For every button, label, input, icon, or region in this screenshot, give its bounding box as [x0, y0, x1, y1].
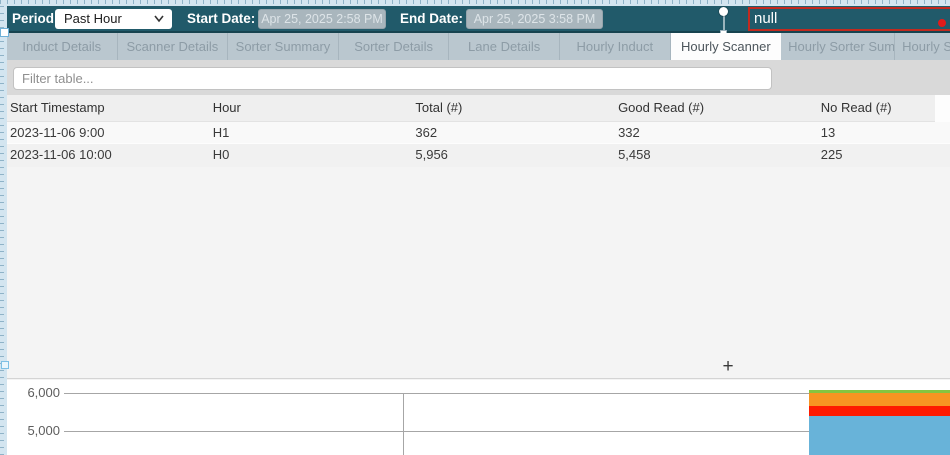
horizontal-gridline — [64, 393, 950, 394]
tab-sorter-details[interactable]: Sorter Details — [339, 33, 450, 60]
null-error-text: null — [754, 10, 778, 27]
cell-total: 362 — [415, 125, 438, 140]
horizontal-gridline — [64, 431, 950, 432]
cell-hour: H0 — [212, 147, 230, 162]
end-date-input[interactable]: Apr 25, 2025 3:58 PM — [466, 9, 603, 29]
cell-good-read: 332 — [618, 125, 640, 140]
edge-selection-handle[interactable] — [0, 28, 9, 37]
add-row-button[interactable]: + — [722, 356, 734, 377]
period-select-value: Past Hour — [64, 11, 122, 26]
cell-start-timestamp: 2023-11-06 9:00 — [10, 125, 105, 140]
edge-selection-handle[interactable] — [1, 361, 9, 369]
tab-hourly-sorter-details[interactable]: Hourly Sort — [902, 39, 950, 54]
cell-hour: H1 — [212, 125, 230, 140]
chevron-down-icon — [154, 15, 164, 23]
cell-good-read: 5,458 — [618, 147, 651, 162]
end-date-label: End Date: — [400, 11, 464, 26]
y-axis-tick-label: 6,000 — [27, 385, 60, 400]
tab-bar: Induct Details Scanner Details Sorter Su… — [7, 33, 950, 60]
tab-lane-details[interactable]: Lane Details — [449, 33, 560, 60]
error-dot-icon — [938, 19, 946, 27]
bar-segment-blue — [809, 416, 950, 455]
null-error-component[interactable]: null — [748, 7, 950, 31]
cell-no-read: 13 — [820, 125, 836, 140]
tab-sorter-summary[interactable]: Sorter Summary — [228, 33, 339, 60]
cell-total: 5,956 — [415, 147, 448, 162]
tab-hourly-induct[interactable]: Hourly Induct — [560, 33, 671, 60]
bar-segment-red — [809, 406, 950, 416]
scrollbar-gutter — [935, 95, 950, 122]
cell-no-read: 225 — [820, 147, 843, 162]
hourly-scanner-chart: 6,000 5,000 — [7, 380, 950, 455]
vertical-gridline — [403, 393, 404, 455]
tab-hourly-sorter-summary[interactable]: Hourly Sorter Summar — [781, 33, 896, 60]
table-header-row: Start Timestamp Hour Total (#) Good Read… — [7, 95, 950, 122]
toolbar: Period: Past Hour Start Date: Apr 25, 20… — [7, 6, 950, 37]
table-row[interactable]: 2023-11-06 10:00 H0 5,956 5,458 225 — [7, 144, 950, 167]
y-axis-tick-label: 5,000 — [27, 423, 60, 438]
selection-line — [723, 10, 725, 34]
left-ruler — [0, 6, 7, 455]
filter-area — [7, 60, 950, 95]
column-header-total[interactable]: Total (#) — [415, 100, 463, 115]
filter-table-input[interactable] — [13, 67, 772, 90]
tab-induct-details[interactable]: Induct Details — [7, 33, 118, 60]
design-canvas: Period: Past Hour Start Date: Apr 25, 20… — [7, 6, 950, 455]
tab-scanner-details[interactable]: Scanner Details — [118, 33, 229, 60]
selection-circle-handle[interactable] — [719, 7, 728, 16]
table-body-empty: + — [7, 167, 950, 379]
column-header-no-read[interactable]: No Read (#) — [820, 100, 892, 115]
cell-start-timestamp: 2023-11-06 10:00 — [10, 147, 112, 162]
column-header-start-timestamp[interactable]: Start Timestamp — [10, 100, 105, 115]
period-select[interactable]: Past Hour — [55, 9, 172, 29]
stacked-bar[interactable] — [809, 390, 950, 455]
column-header-hour[interactable]: Hour — [212, 100, 241, 115]
top-ruler — [0, 0, 950, 6]
bar-segment-green — [809, 390, 950, 393]
period-label: Period: — [12, 11, 59, 26]
start-date-label: Start Date: — [187, 11, 256, 26]
column-header-good-read[interactable]: Good Read (#) — [618, 100, 705, 115]
table-row[interactable]: 2023-11-06 9:00 H1 362 332 13 — [7, 122, 950, 144]
tab-hourly-scanner[interactable]: Hourly Scanner — [670, 33, 782, 60]
bar-segment-orange — [809, 393, 950, 406]
start-date-input[interactable]: Apr 25, 2025 2:58 PM — [258, 9, 386, 29]
